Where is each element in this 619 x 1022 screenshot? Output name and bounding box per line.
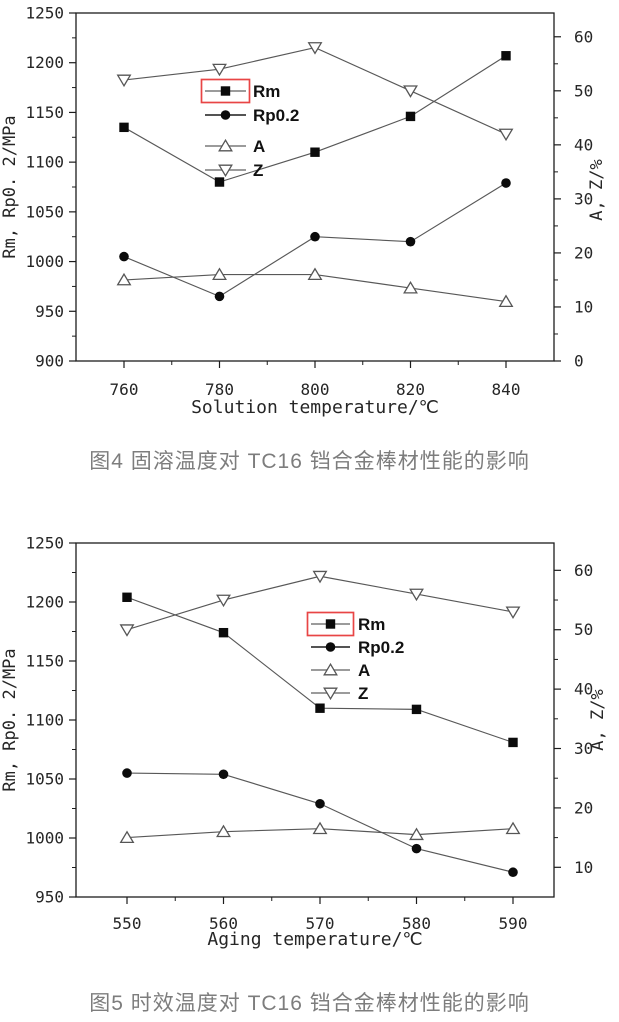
legend-item-rp02: Rp0.2: [311, 638, 404, 657]
y-left-tick-label: 950: [35, 888, 64, 907]
legend-label: A: [358, 661, 370, 680]
figure5-line-chart: 550 560 570 580 5909501000105011001150120012…: [0, 534, 608, 951]
y-right-tick-label: 20: [574, 798, 593, 817]
x-tick-label: 570: [306, 914, 335, 933]
legend-label: A: [253, 137, 265, 156]
y-right-tick-label: 60: [574, 27, 593, 46]
series-rp02: [122, 768, 518, 878]
series-a: [116, 267, 514, 308]
series-z: [119, 570, 521, 637]
legend-highlight-box: [306, 611, 355, 637]
y-left-axis-title: Rm, Rp0. 2/MPa: [0, 115, 20, 258]
x-axis-title: Aging temperature/℃: [207, 929, 422, 950]
legend: Rm Rp0.2 AZ: [200, 78, 299, 180]
series-rp02: [119, 178, 511, 302]
figure4-line-chart: 760 780 800 820 8409009501000105011001150120…: [0, 4, 607, 419]
y-right-axis-title: A, Z/%: [587, 159, 607, 220]
x-axis-title: Solution temperature/℃: [191, 397, 439, 418]
y-left-tick-label: 1150: [25, 103, 64, 122]
x-tick-label: 760: [110, 380, 139, 399]
figure5-caption: 图5 时效温度对 TC16 铛合金棒材性能的影响: [89, 992, 530, 1015]
y-left-tick-label: 1150: [25, 652, 64, 671]
y-right-tick-label: 20: [574, 243, 593, 262]
legend-item-rm: Rm: [200, 78, 280, 104]
y-left-tick-label: 1050: [25, 770, 64, 789]
y-right-tick-label: 10: [574, 297, 593, 316]
series-rm: [122, 592, 518, 748]
legend-highlight-box: [200, 78, 251, 104]
y-left-tick-label: 1000: [25, 829, 64, 848]
axes: 550 560 570 580 5909501000105011001150120012…: [25, 534, 593, 934]
y-left-tick-label: 1050: [25, 202, 64, 221]
y-right-tick-label: 0: [574, 352, 584, 371]
x-tick-label: 580: [402, 914, 431, 933]
x-tick-label: 560: [209, 914, 238, 933]
y-left-tick-label: 1200: [25, 53, 64, 72]
y-left-tick-label: 1250: [25, 534, 64, 553]
legend: Rm Rp0.2 AZ: [306, 611, 404, 703]
x-tick-label: 820: [396, 380, 425, 399]
y-left-tick-label: 1100: [25, 153, 64, 172]
legend-label: Z: [253, 161, 263, 180]
x-tick-label: 840: [492, 380, 521, 399]
series-z: [116, 42, 514, 142]
x-tick-label: 550: [113, 914, 142, 933]
series-rm: [119, 51, 511, 187]
y-right-tick-label: 60: [574, 561, 593, 580]
y-right-axis-title: A, Z/%: [588, 689, 608, 750]
y-right-tick-label: 50: [574, 81, 593, 100]
x-tick-label: 780: [205, 380, 234, 399]
y-right-tick-label: 40: [574, 135, 593, 154]
legend-item-rp02: Rp0.2: [205, 106, 299, 125]
y-right-tick-label: 40: [574, 680, 593, 699]
legend-item-z: Z: [311, 684, 368, 703]
series-a: [119, 821, 521, 844]
legend-label: Rm: [358, 615, 385, 634]
legend-label: Rp0.2: [358, 638, 404, 657]
y-right-tick-label: 30: [574, 189, 593, 208]
legend-item-a: A: [205, 137, 265, 156]
y-left-tick-label: 900: [35, 352, 64, 371]
y-left-tick-label: 950: [35, 302, 64, 321]
legend-label: Z: [358, 684, 368, 703]
y-left-tick-label: 1200: [25, 593, 64, 612]
x-tick-label: 590: [499, 914, 528, 933]
y-right-tick-label: 50: [574, 620, 593, 639]
legend-label: Rp0.2: [253, 106, 299, 125]
x-tick-label: 800: [301, 380, 330, 399]
y-left-axis-title: Rm, Rp0. 2/MPa: [0, 648, 20, 791]
y-left-tick-label: 1100: [25, 711, 64, 730]
legend-item-a: A: [311, 661, 370, 680]
y-left-tick-label: 1000: [25, 252, 64, 271]
y-left-tick-label: 1250: [25, 4, 64, 23]
figure4-caption: 图4 固溶温度对 TC16 铛合金棒材性能的影响: [89, 450, 530, 473]
y-right-tick-label: 30: [574, 739, 593, 758]
y-right-tick-label: 10: [574, 858, 593, 877]
legend-item-rm: Rm: [306, 611, 385, 637]
legend-label: Rm: [253, 82, 280, 101]
legend-item-z: Z: [205, 161, 263, 180]
axes: 760 780 800 820 8409009501000105011001150120…: [25, 4, 593, 400]
